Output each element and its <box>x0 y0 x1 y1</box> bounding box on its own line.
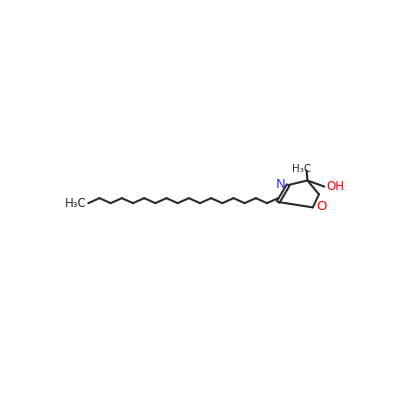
Text: OH: OH <box>326 180 344 193</box>
Text: H₃C: H₃C <box>65 197 87 210</box>
Text: N: N <box>276 178 286 191</box>
Text: H₃C: H₃C <box>292 164 312 174</box>
Text: O: O <box>316 200 326 213</box>
